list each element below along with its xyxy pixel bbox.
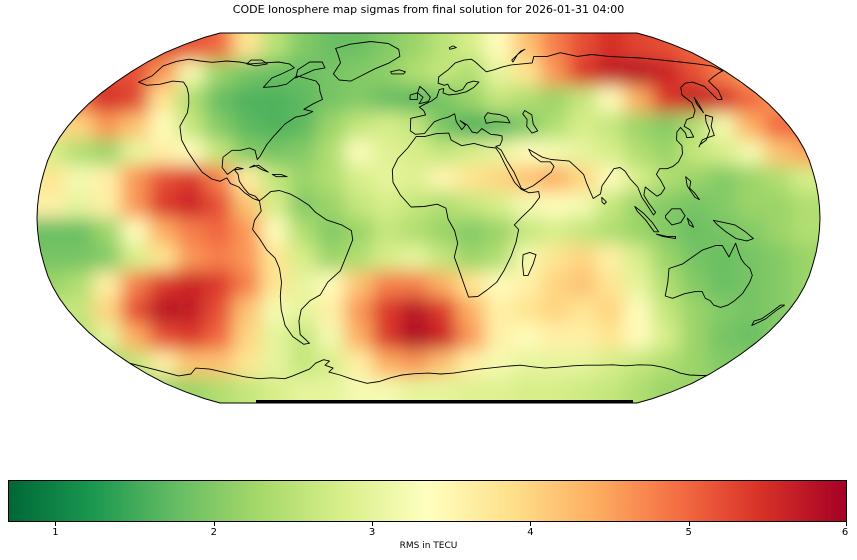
colorbar-tick <box>688 522 690 526</box>
colorbar-tick <box>213 522 215 526</box>
colorbar-tick <box>530 522 532 526</box>
coastlines <box>129 41 785 384</box>
colorbar-tick <box>55 522 57 526</box>
colorbar-tick-label: 1 <box>52 527 59 538</box>
map-outline <box>36 32 821 404</box>
colorbar-tick-label: 4 <box>527 527 534 538</box>
colorbar-tick-label: 6 <box>841 527 849 538</box>
colorbar-tick-label: 3 <box>368 527 376 538</box>
colorbar-tick-label: 2 <box>210 527 217 538</box>
map-title: CODE Ionosphere map sigmas from final so… <box>232 3 625 16</box>
colorbar-tick-label: 5 <box>685 527 692 538</box>
colorbar-tick <box>846 522 847 526</box>
world-map <box>36 32 821 404</box>
colorbar-label: RMS in TECU <box>399 541 458 551</box>
colorbar-gradient <box>8 480 847 522</box>
colorbar-tick <box>372 522 374 526</box>
